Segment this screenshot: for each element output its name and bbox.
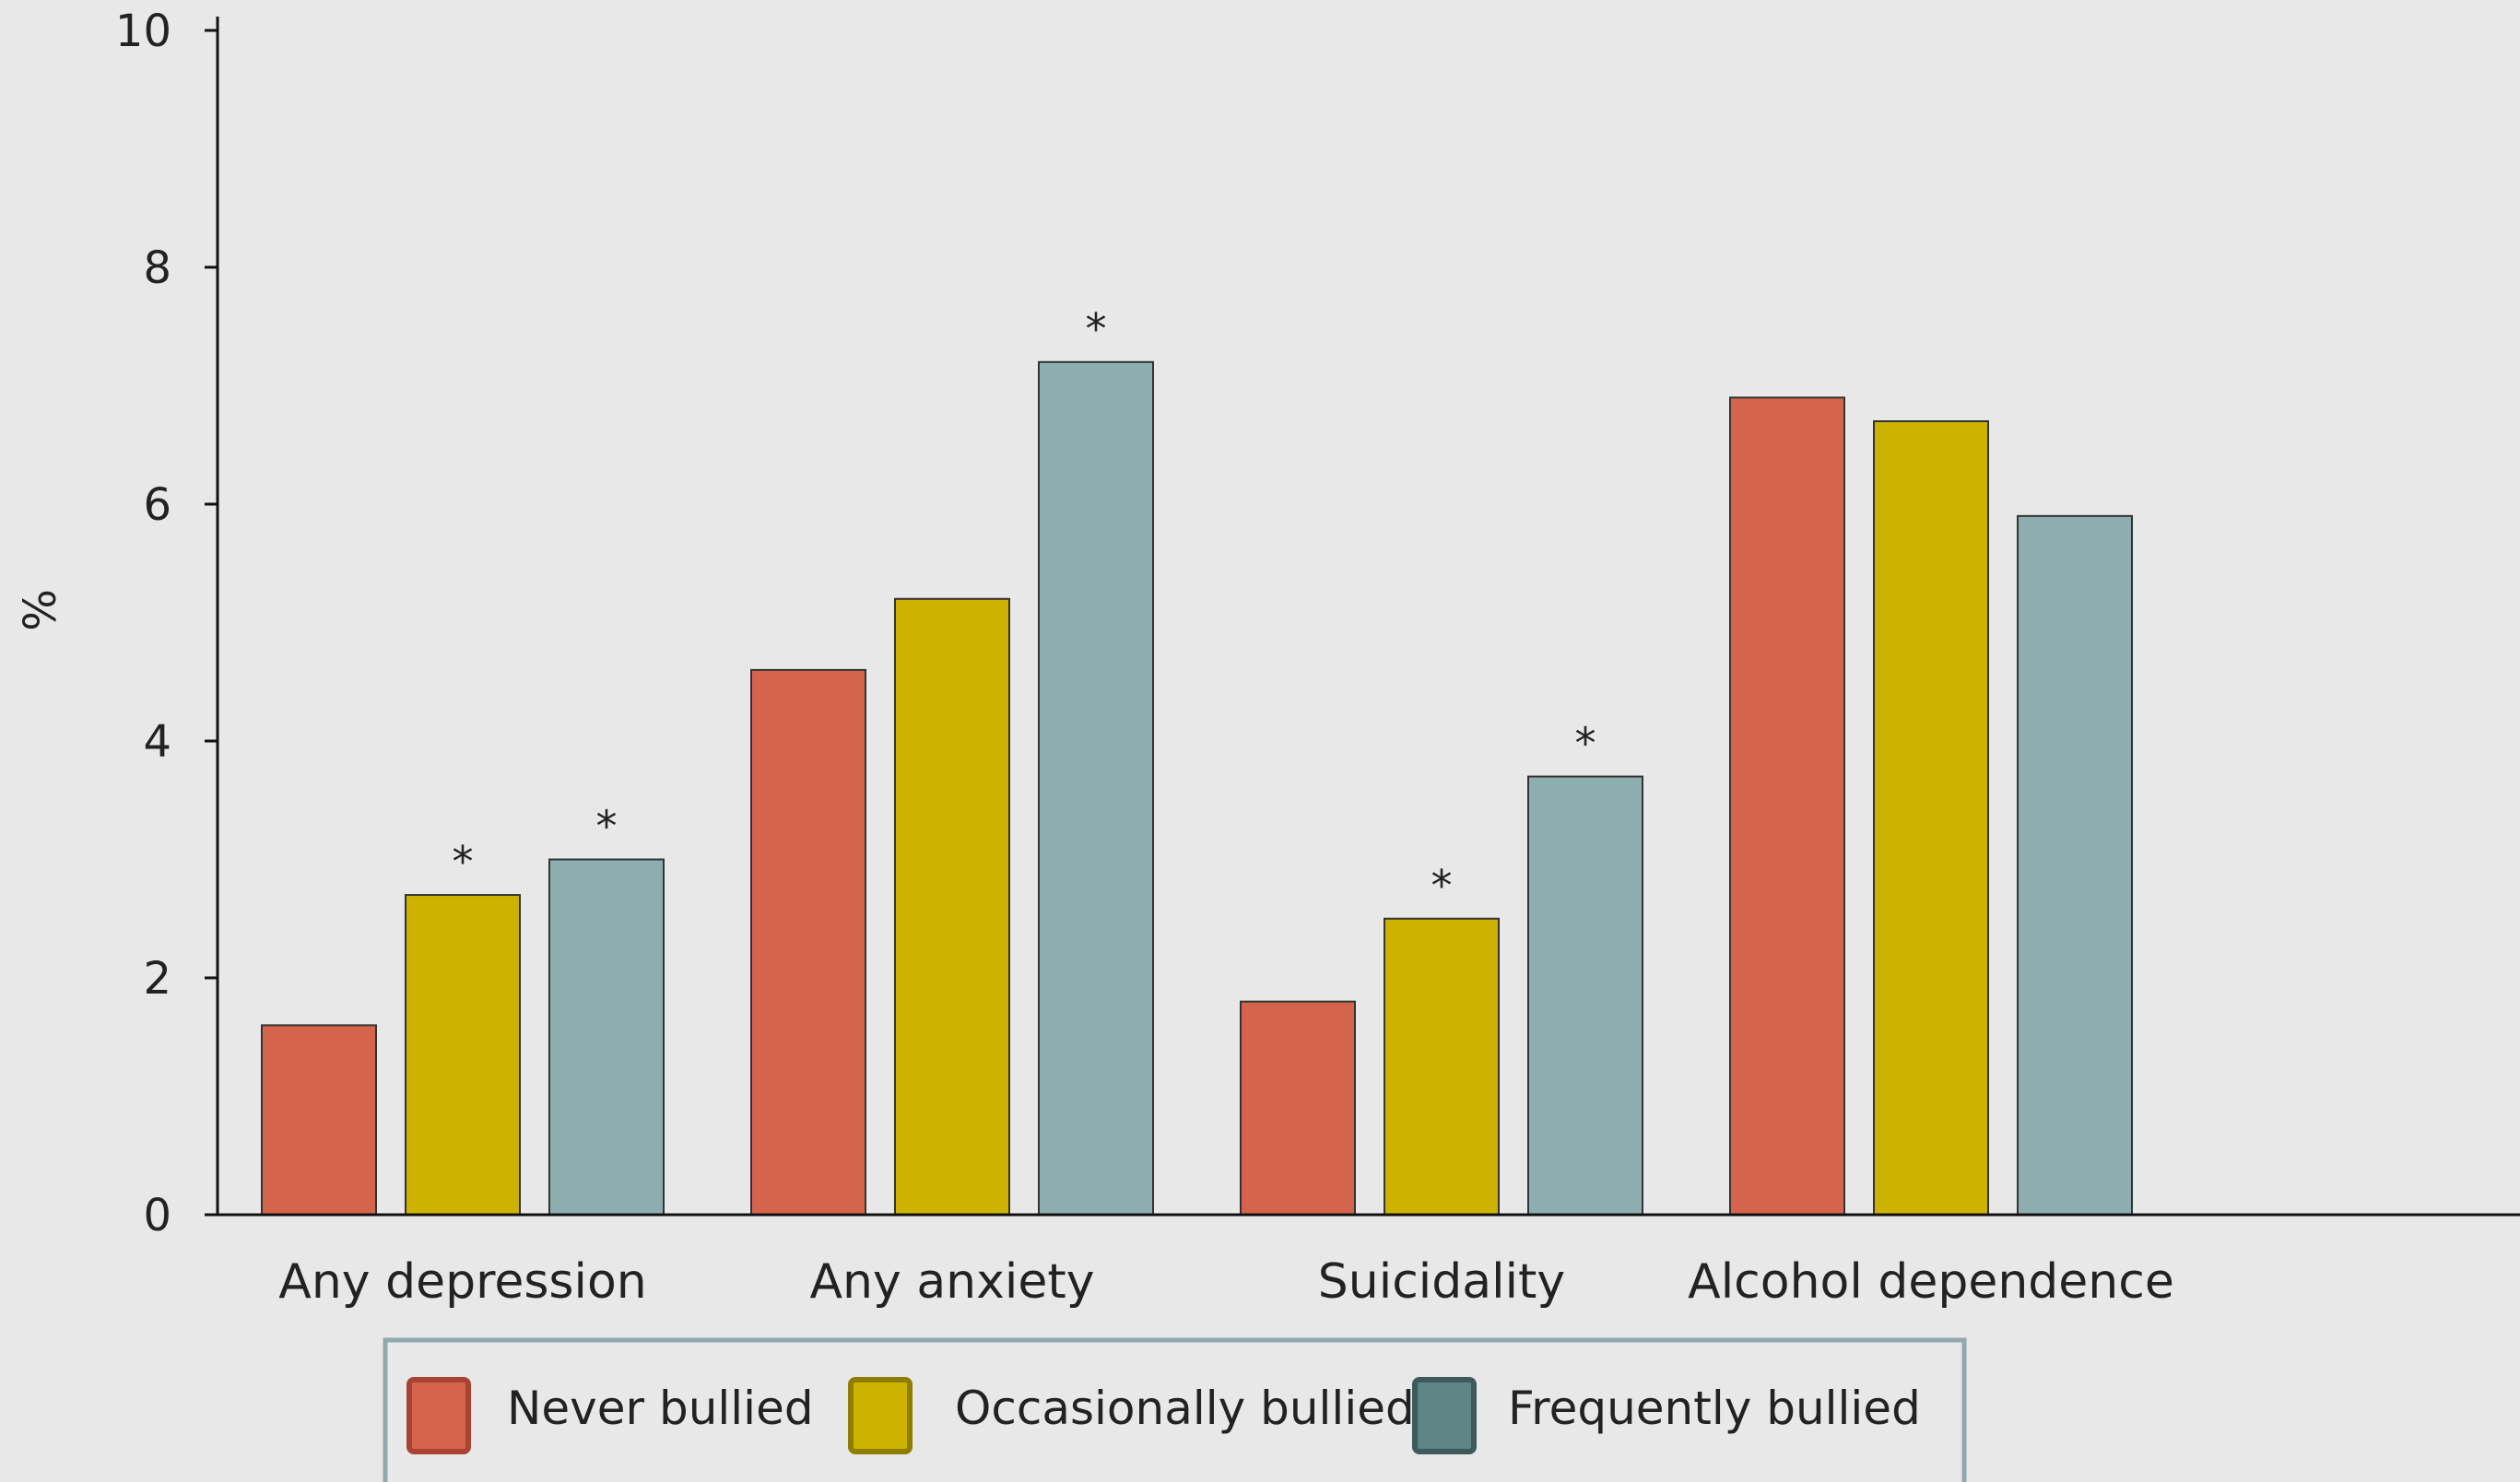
bar [750, 668, 866, 1216]
x-category-label: Any depression [278, 1254, 646, 1310]
y-tick-label: 0 [143, 1190, 171, 1241]
x-category-label: Alcohol dependence [1688, 1254, 2174, 1310]
legend-label: Never bullied [507, 1382, 814, 1435]
bar [1527, 775, 1643, 1216]
bar [261, 1024, 377, 1217]
x-category-label: Suicidality [1318, 1254, 1565, 1310]
bar [1384, 917, 1500, 1216]
bar [1240, 1000, 1356, 1216]
significance-marker: * [1431, 861, 1453, 911]
legend-swatch [848, 1377, 913, 1454]
y-tick-label: 2 [143, 953, 171, 1005]
significance-markers: * * * * * [453, 304, 1596, 911]
y-tick-label: 8 [143, 242, 171, 294]
significance-marker: * [1086, 304, 1107, 354]
legend: Never bullied Occasionally bullied Frequen… [383, 1337, 1967, 1482]
x-axis: Any depression Any anxiety Suicidality Alco… [218, 1213, 2520, 1310]
significance-marker: * [453, 837, 474, 887]
legend-label: Frequently bullied [1508, 1382, 1921, 1435]
bar [2017, 514, 2133, 1216]
significance-marker: * [596, 802, 618, 852]
bar [405, 894, 521, 1216]
y-tick-label: 10 [115, 6, 171, 57]
significance-marker: * [1575, 719, 1596, 769]
legend-swatch [406, 1377, 471, 1454]
bar [894, 597, 1010, 1216]
y-axis: 0 2 4 6 8 10 [115, 6, 219, 1241]
y-axis-label: % [15, 589, 66, 631]
bar [548, 858, 665, 1216]
y-tick-label: 4 [143, 716, 171, 768]
bar [1729, 396, 1845, 1217]
x-category-label: Any anxiety [809, 1254, 1094, 1310]
bars [261, 360, 2133, 1217]
bar [1038, 360, 1154, 1216]
legend-swatch [1412, 1377, 1477, 1454]
legend-label: Occasionally bullied [955, 1382, 1415, 1435]
legend-box [383, 1337, 1967, 1482]
y-tick-label: 6 [143, 479, 171, 531]
bar [1873, 420, 1989, 1216]
